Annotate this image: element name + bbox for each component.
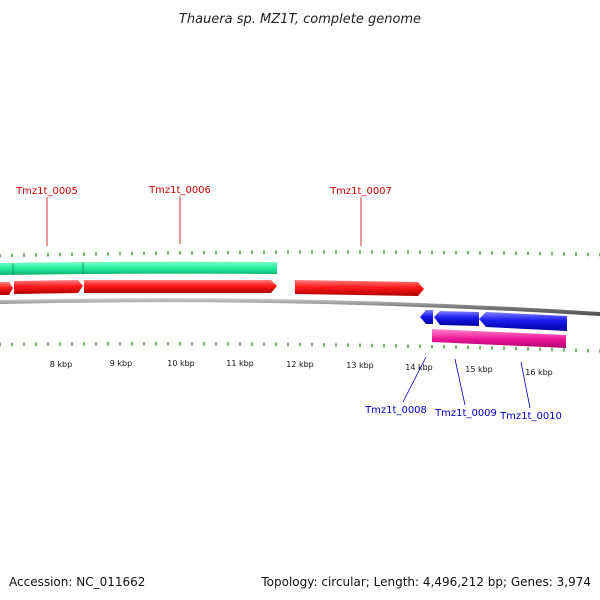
gene-feature-forward[interactable] [0,261,277,275]
kbp-label: 10 kbp [167,359,195,368]
feature-label-tmz1t-0009[interactable]: Tmz1t_0009 [434,408,497,419]
kbp-label: 8 kbp [50,360,72,369]
kbp-label: 9 kbp [110,359,132,368]
map-title: Thauera sp. MZ1T, complete genome [179,12,421,27]
cds-arrow-tmz1t-0010[interactable] [479,312,567,331]
feature-label-tmz1t-0008[interactable]: Tmz1t_0008 [364,405,427,416]
kbp-label: 12 kbp [286,360,314,369]
genome-backbone [0,298,600,316]
reverse-cds-track [420,310,567,331]
label-leader-line [402,356,427,403]
kbp-label: 15 kbp [465,365,493,374]
feature-label-tmz1t-0007[interactable]: Tmz1t_0007 [329,186,392,197]
cds-arrow-tmz1t-0008[interactable] [420,310,433,324]
cds-arrow-tmz1t-0005[interactable] [14,280,83,294]
cds-arrow-tmz1t-0007[interactable] [295,280,424,296]
cds-arrow-tmz1t-0004[interactable] [0,282,13,295]
reverse-gene-track [432,329,566,348]
feature-label-tmz1t-0010[interactable]: Tmz1t_0010 [499,411,562,422]
cds-arrow-tmz1t-0006[interactable] [84,280,277,293]
kbp-label: 14 kbp [405,363,433,372]
inner-tick-row [0,342,600,353]
outer-tick-row [0,250,600,258]
gene-feature-reverse[interactable] [432,329,566,348]
kbp-label: 13 kbp [346,361,374,370]
cds-arrow-tmz1t-0009[interactable] [434,311,479,326]
position-scale: 8 kbp 9 kbp 10 kbp 11 kbp 12 kbp 13 kbp … [50,359,553,377]
feature-label-tmz1t-0006[interactable]: Tmz1t_0006 [148,185,211,196]
accession-text: Accession: NC_011662 [9,575,145,589]
forward-cds-track [0,280,424,296]
label-leader-line [454,358,466,406]
kbp-label: 11 kbp [226,359,254,368]
label-leader-line [520,361,531,409]
forward-gene-track [0,261,277,275]
forward-labels: Tmz1t_0005 Tmz1t_0006 Tmz1t_0007 [15,185,392,246]
kbp-label: 16 kbp [525,368,553,377]
feature-label-tmz1t-0005[interactable]: Tmz1t_0005 [15,186,78,197]
genome-summary-text: Topology: circular; Length: 4,496,212 bp… [260,575,591,589]
reverse-labels: Tmz1t_0008 Tmz1t_0009 Tmz1t_0010 [364,356,562,422]
